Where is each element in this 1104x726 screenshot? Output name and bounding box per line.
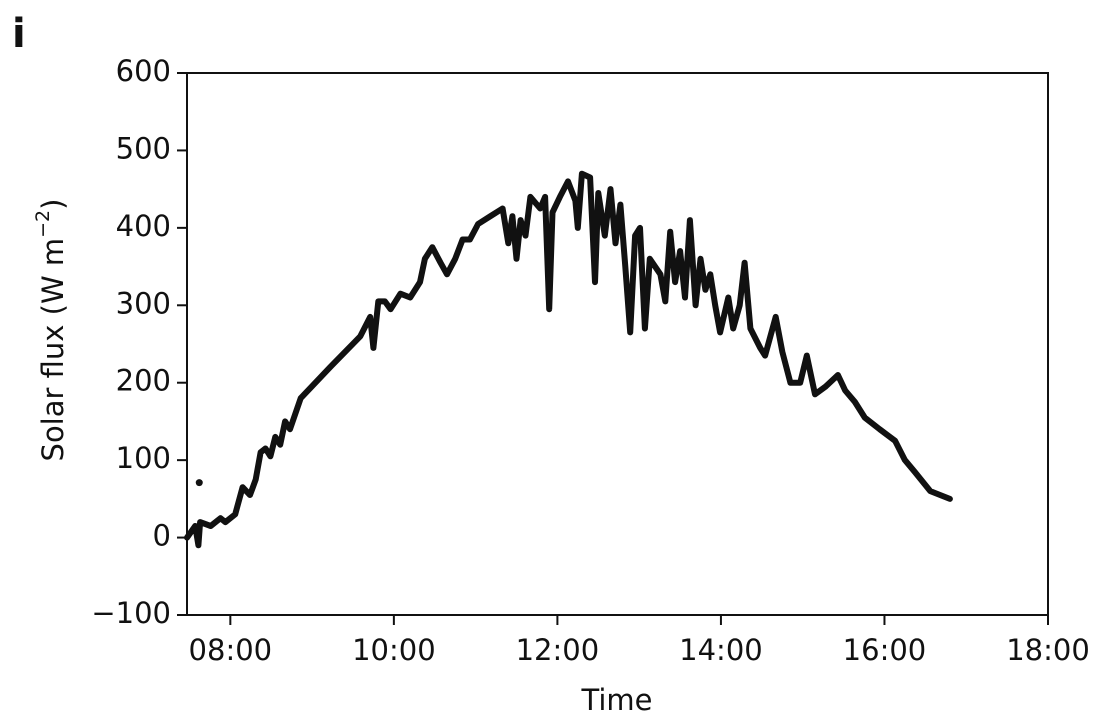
y-tick-label: 200 [116, 364, 171, 398]
y-tick-label: −100 [91, 596, 171, 630]
outlier-point [195, 479, 203, 487]
y-axis-label-sup: −2 [32, 210, 54, 238]
panel-label: i [12, 11, 26, 57]
x-tick-label: 10:00 [352, 633, 436, 667]
x-tick-label: 18:00 [1006, 633, 1090, 667]
y-tick-label: 500 [116, 131, 171, 165]
y-axis-label: Solar flux (W m−2) [32, 199, 71, 462]
x-tick-label: 08:00 [189, 633, 273, 667]
y-axis-label-end: ) [36, 199, 70, 210]
y-tick-label: 300 [116, 286, 171, 320]
y-tick-label: 100 [116, 441, 171, 475]
data-line [184, 170, 953, 549]
x-tick-label: 12:00 [516, 633, 600, 667]
y-tick-label: 400 [116, 209, 171, 243]
x-tick-label: 16:00 [843, 633, 927, 667]
x-tick-label: 14:00 [679, 633, 763, 667]
y-tick-label: 600 [116, 54, 171, 88]
x-axis-label: Time [581, 683, 653, 717]
plot-frame [186, 72, 1049, 616]
y-tick-label: 0 [153, 519, 171, 553]
y-axis-label-main: Solar flux (W m [36, 238, 70, 462]
